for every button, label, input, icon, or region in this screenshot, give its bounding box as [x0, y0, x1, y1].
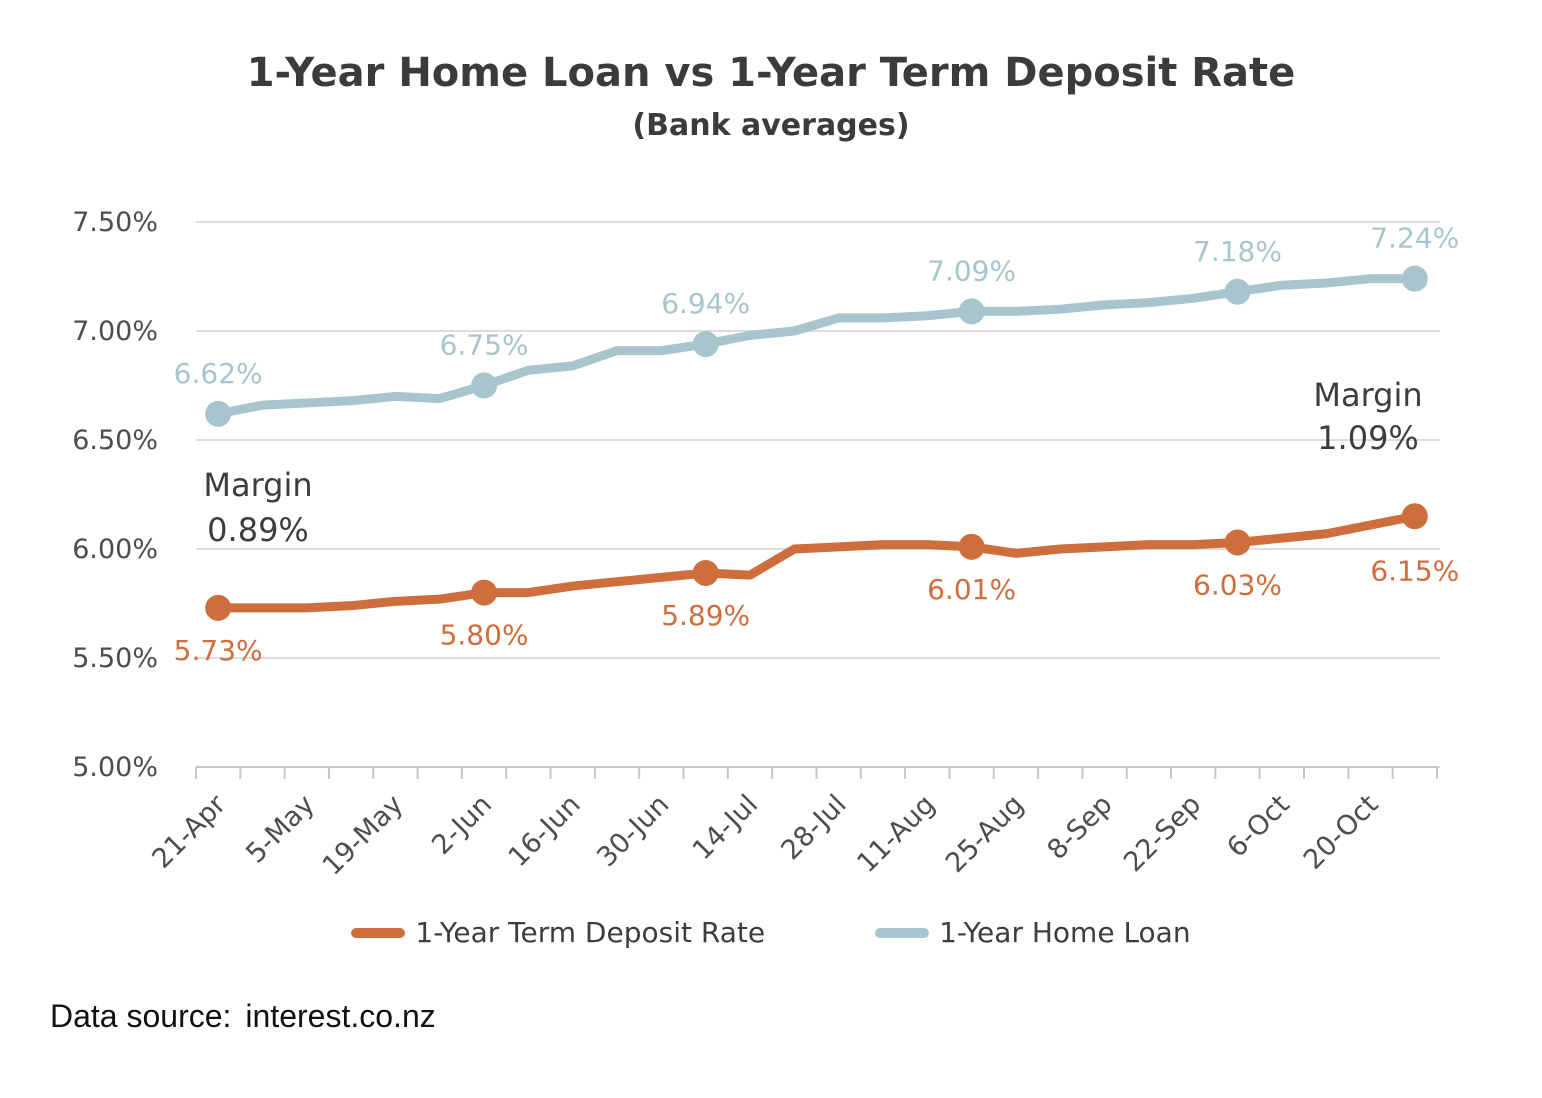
home-loan-data-label: 6.75% — [440, 329, 529, 362]
term-deposit-marker — [692, 559, 719, 586]
term-deposit-marker — [958, 533, 985, 560]
term-deposit-data-label: 6.15% — [1370, 554, 1459, 587]
x-axis-label: 14-Jul — [687, 789, 764, 866]
x-axis-label: 20-Oct — [1298, 789, 1385, 876]
legend-label-term-deposit: 1-Year Term Deposit Rate — [415, 916, 766, 949]
term-deposit-data-label: 5.73% — [174, 634, 263, 667]
home-loan-data-label: 6.62% — [174, 357, 263, 390]
legend-item-term-deposit: 1-Year Term Deposit Rate — [351, 916, 765, 949]
x-axis-label: 8-Sep — [1042, 789, 1119, 866]
x-axis-label: 22-Sep — [1118, 789, 1207, 878]
term-deposit-line — [213, 511, 1420, 613]
term-deposit-marker — [1401, 503, 1428, 530]
legend: 1-Year Term Deposit Rate 1-Year Home Loa… — [0, 916, 1542, 949]
home-loan-marker — [1224, 278, 1251, 305]
y-axis-label: 6.00% — [72, 534, 158, 565]
margin-annotation-end-label: Margin — [1313, 376, 1422, 414]
term-deposit-data-label: 6.01% — [927, 573, 1016, 606]
legend-item-home-loan: 1-Year Home Loan — [875, 916, 1191, 949]
y-axis-label: 7.00% — [72, 316, 158, 347]
term-deposit-marker — [205, 594, 232, 621]
home-loan-line — [213, 274, 1420, 419]
chart-title: 1-Year Home Loan vs 1-Year Term Deposit … — [246, 50, 1296, 96]
margin-annotation-end-value: 1.09% — [1317, 419, 1419, 457]
home-loan-marker — [958, 298, 985, 325]
x-axis-label: 16-Jun — [503, 789, 587, 873]
data-source: Data source: interest.co.nz — [50, 998, 436, 1035]
legend-label-home-loan: 1-Year Home Loan — [939, 916, 1191, 949]
x-axis-label: 2-Jun — [426, 789, 498, 861]
term-deposit-data-label: 5.80% — [440, 619, 529, 652]
margin-annotation-start-value: 0.89% — [207, 511, 309, 549]
x-axis-label: 19-May — [317, 789, 410, 882]
home-loan-data-label: 7.18% — [1193, 235, 1282, 268]
data-source-value: interest.co.nz — [245, 998, 436, 1034]
x-axis-label: 6-Oct — [1221, 789, 1296, 864]
data-source-label: Data source: — [50, 998, 232, 1034]
home-loan-marker — [205, 400, 232, 427]
x-axis-label: 28-Jul — [775, 789, 852, 866]
home-loan-data-label: 7.09% — [927, 254, 1016, 287]
term-deposit-marker — [1224, 529, 1251, 556]
home-loan-data-label: 6.94% — [661, 287, 750, 320]
y-axis-label: 5.00% — [72, 752, 158, 783]
home-loan-swatch-icon — [875, 927, 930, 938]
x-axis-label: 21-Apr — [146, 788, 232, 874]
x-axis-label: 30-Jun — [591, 789, 675, 873]
home-loan-marker — [471, 372, 498, 399]
chart-subtitle: (Bank averages) — [632, 108, 910, 143]
term-deposit-swatch-icon — [351, 927, 406, 938]
y-axis-label: 7.50% — [72, 207, 158, 238]
term-deposit-data-label: 5.89% — [661, 599, 750, 632]
y-axis-label: 5.50% — [72, 643, 158, 674]
x-axis-label: 25-Aug — [940, 789, 1030, 879]
x-axis-label: 11-Aug — [851, 789, 941, 879]
home-loan-data-label: 7.24% — [1370, 222, 1459, 255]
margin-annotation-start-label: Margin — [203, 466, 312, 504]
y-axis-label: 6.50% — [72, 425, 158, 456]
home-loan-marker — [1401, 265, 1428, 292]
term-deposit-marker — [471, 579, 498, 606]
home-loan-marker — [692, 331, 719, 358]
term-deposit-data-label: 6.03% — [1193, 568, 1282, 601]
x-axis-label: 5-May — [240, 789, 320, 869]
